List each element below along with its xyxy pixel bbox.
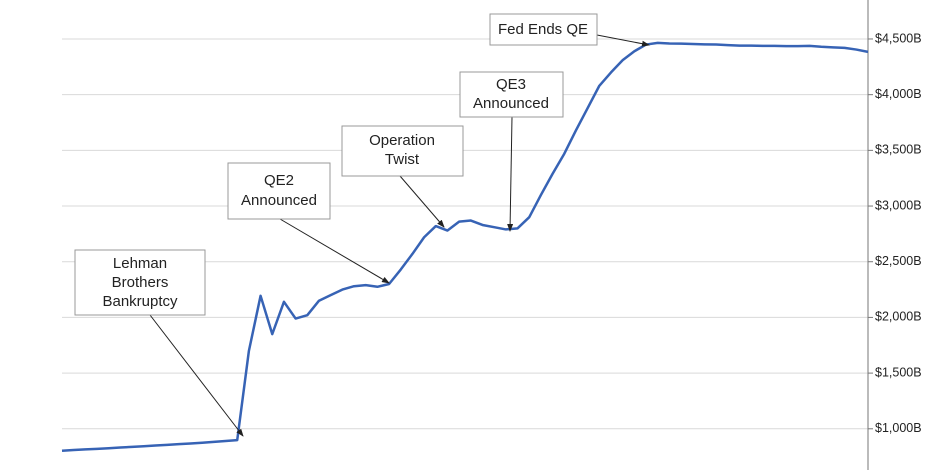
annotation-text: Announced <box>473 95 549 112</box>
y-tick-label: $1,500B <box>875 365 922 379</box>
y-tick-label: $1,000B <box>875 421 922 435</box>
y-tick-label: $3,500B <box>875 143 922 157</box>
annotation-box <box>227 162 331 220</box>
annotation-box <box>459 71 564 118</box>
y-tick-label: $4,000B <box>875 87 922 101</box>
annotation-text: QE3 <box>496 76 526 93</box>
y-tick-label: $3,000B <box>875 198 922 212</box>
y-tick-label: $2,000B <box>875 310 922 324</box>
annotation-box <box>489 13 598 46</box>
annotation-arrow <box>279 218 390 284</box>
annotation-arrow <box>507 116 514 232</box>
annotations: Lehman Brothers Bankruptcy QE2 Announced… <box>74 13 650 437</box>
annotation-text: Bankruptcy <box>102 293 178 310</box>
annotation-box <box>341 125 464 177</box>
annotation-text: Brothers <box>112 274 169 291</box>
data-line <box>61 41 869 452</box>
annotation-text: Lehman <box>113 255 167 272</box>
y-tick-label: $4,500B <box>875 31 922 45</box>
annotation-box <box>74 249 206 316</box>
annotation-text: Twist <box>385 151 420 168</box>
annotation-text: Operation <box>369 132 435 149</box>
annotation-text: QE2 <box>264 172 294 189</box>
annotation-arrow <box>399 175 445 228</box>
annotation-arrow <box>149 314 244 437</box>
annotation-text: Announced <box>241 192 317 209</box>
annotation-text: Fed Ends QE <box>498 21 588 38</box>
annotation-arrow <box>596 34 650 47</box>
y-tick-label: $2,500B <box>875 254 922 268</box>
